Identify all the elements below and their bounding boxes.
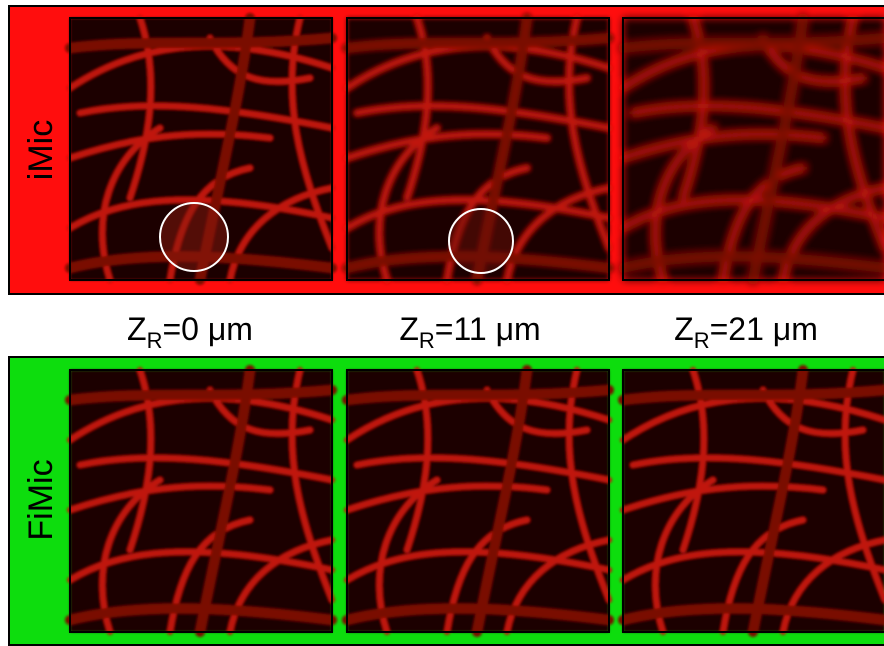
micrograph (70, 370, 332, 632)
column-label: ZR=11 μm (399, 311, 540, 353)
row-label: iMic (22, 120, 60, 180)
row-label: FiMic (22, 459, 60, 540)
micrograph (70, 18, 332, 280)
micrograph (623, 18, 884, 280)
column-label: ZR=21 μm (674, 311, 818, 353)
micrograph (623, 370, 884, 632)
micrograph (347, 18, 609, 280)
micrograph (347, 370, 609, 632)
column-label: ZR=0 μm (127, 311, 253, 353)
figure: iMic ZR=0 μm ZR=11 μm ZR=21 μm FiMic (0, 0, 884, 646)
